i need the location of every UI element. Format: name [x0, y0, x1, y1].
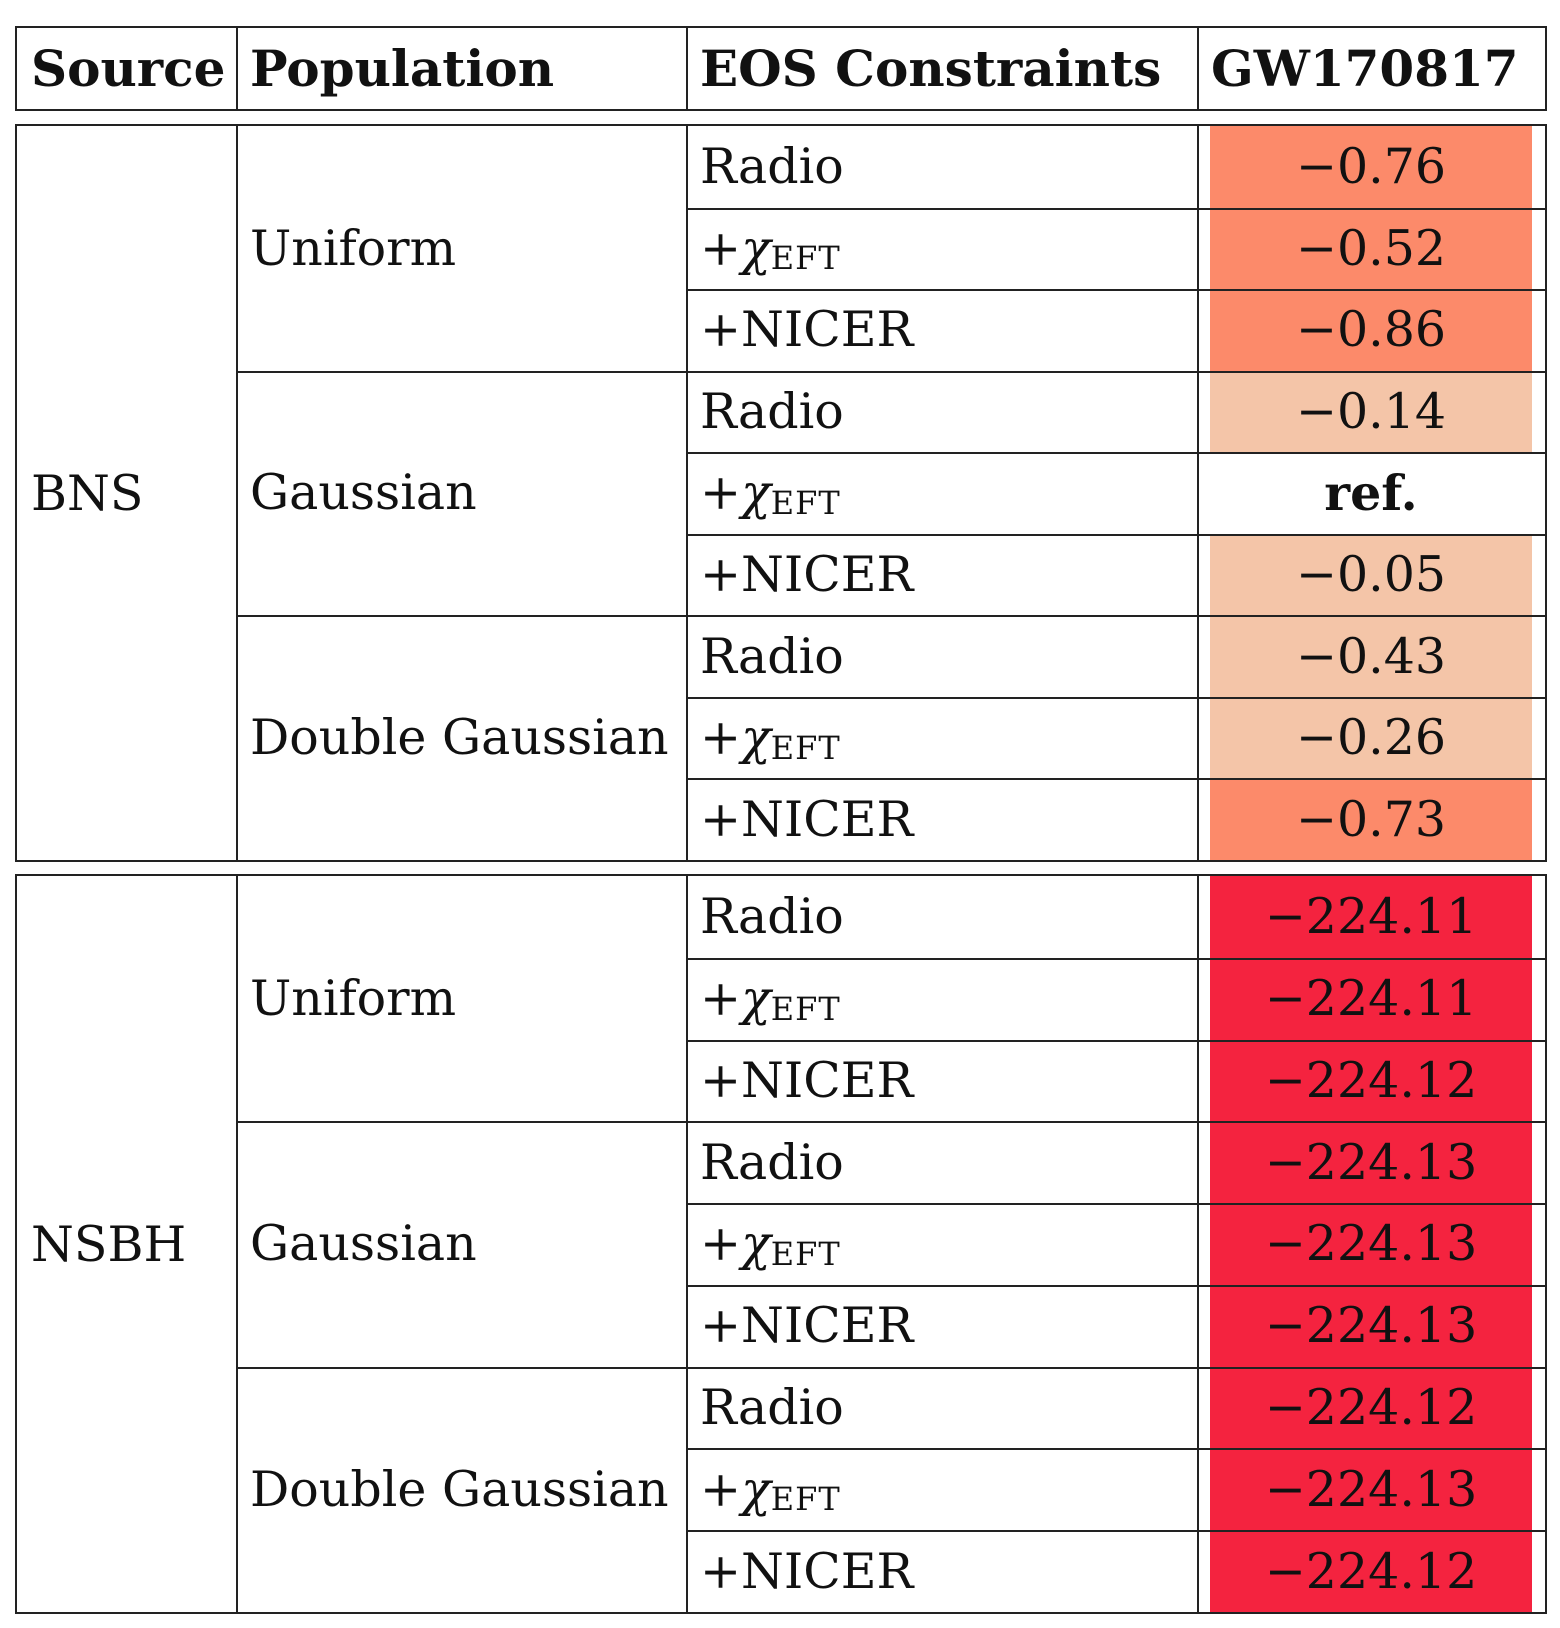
value-cell-fill [1210, 1039, 1532, 1122]
column-divider [686, 126, 688, 860]
value-cell-fill [1210, 1366, 1532, 1449]
value-cell-fill [1210, 1203, 1532, 1285]
row-divider [686, 957, 1545, 960]
constraint-cell: +NICER [700, 790, 914, 848]
constraint-cell: + χ EFT [700, 464, 841, 522]
group-divider [236, 1366, 1545, 1369]
constraint-cell: +NICER [700, 1297, 914, 1355]
row-divider [686, 452, 1545, 455]
header-population: Population [250, 39, 555, 98]
constraint-cell: + χ EFT [700, 709, 841, 767]
section-nsbh: NSBH Uniform Radio −224.11 + χ EFT −224.11 +NICE… [15, 874, 1547, 1614]
constraint-cell: +NICER [700, 301, 914, 359]
row-divider [686, 1448, 1545, 1451]
constraint-cell: Radio [700, 138, 844, 196]
row-divider [686, 289, 1545, 292]
constraint-cell: + χ EFT [700, 970, 841, 1028]
value-cell: −0.73 [1295, 790, 1447, 848]
group-divider [236, 370, 1545, 373]
row-divider [686, 778, 1545, 781]
column-divider [236, 28, 238, 109]
constraint-cell: + χ EFT [700, 1460, 841, 1519]
value-cell-fill [1210, 533, 1532, 616]
value-cell: −224.12 [1264, 1542, 1478, 1600]
population-cell: Gaussian [250, 464, 477, 522]
value-cell: −0.52 [1295, 219, 1447, 277]
column-divider [236, 876, 238, 1612]
group-divider [236, 1121, 1545, 1124]
row-divider [686, 696, 1545, 699]
constraint-cell: Radio [700, 382, 844, 440]
value-cell: −224.13 [1264, 1215, 1478, 1273]
constraint-cell: Radio [700, 1379, 844, 1437]
constraint-cell: Radio [700, 1133, 844, 1191]
value-cell-fill [1210, 126, 1532, 208]
row-divider [686, 1039, 1545, 1042]
row-divider [686, 1203, 1545, 1206]
constraint-cell: +NICER [700, 1542, 914, 1600]
header-event: GW170817 [1211, 39, 1519, 98]
value-cell-fill [1210, 778, 1532, 860]
constraint-cell: +NICER [700, 546, 914, 604]
population-cell: Double Gaussian [250, 709, 669, 767]
value-cell: −224.11 [1264, 888, 1478, 946]
value-cell: −224.12 [1264, 1379, 1478, 1437]
population-cell: Uniform [250, 970, 457, 1028]
value-cell: −0.43 [1295, 627, 1447, 685]
column-divider [1197, 28, 1199, 109]
column-divider [686, 28, 688, 109]
population-cell: Gaussian [250, 1215, 477, 1273]
section-bns: BNS Uniform Radio −0.76 + χ EFT −0.52 +NICER −0.8… [15, 124, 1547, 862]
value-cell: ref. [1324, 463, 1418, 522]
value-cell-fill [1210, 207, 1532, 290]
row-divider [686, 1284, 1545, 1287]
constraint-cell: Radio [700, 888, 844, 946]
value-cell-fill [1210, 1284, 1532, 1367]
value-cell: −224.13 [1264, 1460, 1478, 1518]
value-cell-fill [1210, 615, 1532, 697]
header-source: Source [31, 39, 226, 98]
row-divider [686, 1530, 1545, 1533]
value-cell: −0.14 [1295, 382, 1447, 440]
column-divider [1197, 876, 1199, 1612]
value-cell-fill [1210, 370, 1532, 453]
column-divider [686, 876, 688, 1612]
value-cell-fill [1210, 1448, 1532, 1531]
constraint-cell: +NICER [700, 1051, 914, 1109]
value-cell-fill [1210, 957, 1532, 1040]
value-cell: −0.05 [1295, 546, 1447, 604]
group-divider [236, 615, 1545, 618]
row-divider [686, 207, 1545, 210]
value-cell: −224.13 [1264, 1297, 1478, 1355]
constraint-cell: Radio [700, 627, 844, 685]
value-cell-fill [1210, 696, 1532, 779]
value-cell-fill [1210, 452, 1532, 534]
value-cell-fill [1210, 289, 1532, 371]
value-cell-fill [1210, 1121, 1532, 1204]
value-cell-fill [1210, 1530, 1532, 1612]
table-header: Source Population EOS Constraints GW1708… [15, 26, 1547, 111]
value-cell: −0.86 [1295, 301, 1447, 359]
value-cell: −224.11 [1264, 970, 1478, 1028]
column-divider [1197, 126, 1199, 860]
value-cell: −0.26 [1295, 709, 1447, 767]
source-cell: BNS [31, 464, 144, 522]
value-cell: −0.76 [1295, 138, 1447, 196]
row-divider [686, 533, 1545, 536]
header-eos-constraints: EOS Constraints [700, 39, 1162, 98]
source-cell: NSBH [31, 1215, 187, 1273]
value-cell: −224.13 [1264, 1133, 1478, 1191]
constraint-cell: + χ EFT [700, 219, 841, 278]
column-divider [236, 126, 238, 860]
value-cell: −224.12 [1264, 1051, 1478, 1109]
population-cell: Double Gaussian [250, 1460, 669, 1518]
value-cell-fill [1210, 876, 1532, 958]
constraint-cell: + χ EFT [700, 1215, 841, 1273]
population-cell: Uniform [250, 219, 457, 277]
